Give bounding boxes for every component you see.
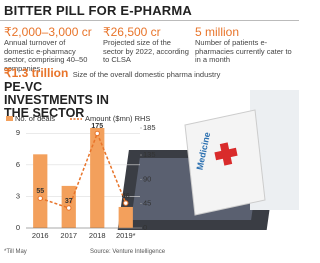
legend-label: No. of deals — [15, 114, 55, 123]
x-tick-label: 2016 — [32, 231, 49, 240]
y-tick-label: 9 — [16, 128, 20, 137]
source: Source: Venture Intelligence — [90, 249, 165, 255]
bar — [119, 207, 133, 228]
point — [67, 206, 71, 210]
legend-label: Amount ($mn) RHS — [85, 114, 150, 123]
line — [40, 133, 126, 208]
y2-tick-label: 185 — [143, 123, 156, 132]
illustration: Medicine — [118, 90, 299, 230]
legend-swatch — [6, 116, 13, 121]
y2-tick-label: 90 — [143, 174, 151, 183]
x-tick-label: 2019* — [116, 231, 136, 240]
value-label: 55 — [36, 188, 44, 195]
x-tick-label: 2018 — [89, 231, 106, 240]
x-tick-label: 2017 — [60, 231, 77, 240]
y2-tick-label: 45 — [143, 199, 151, 208]
value-label: 175 — [91, 123, 103, 130]
y-tick-label: 0 — [16, 223, 20, 232]
y2-tick-label: 135 — [143, 150, 156, 159]
point — [95, 131, 99, 135]
point — [38, 196, 42, 200]
value-label: 37 — [65, 198, 73, 205]
infographic: BITTER PILL FOR E-PHARMA ₹2,000–3,000 cr… — [0, 0, 299, 263]
y2-tick-label: 0 — [143, 223, 147, 232]
value-label: 46 — [122, 193, 130, 200]
footnote: *Till May — [4, 249, 27, 255]
y-tick-label: 3 — [16, 191, 20, 200]
bar — [90, 128, 104, 228]
point — [124, 201, 128, 205]
y-tick-label: 6 — [16, 160, 20, 169]
